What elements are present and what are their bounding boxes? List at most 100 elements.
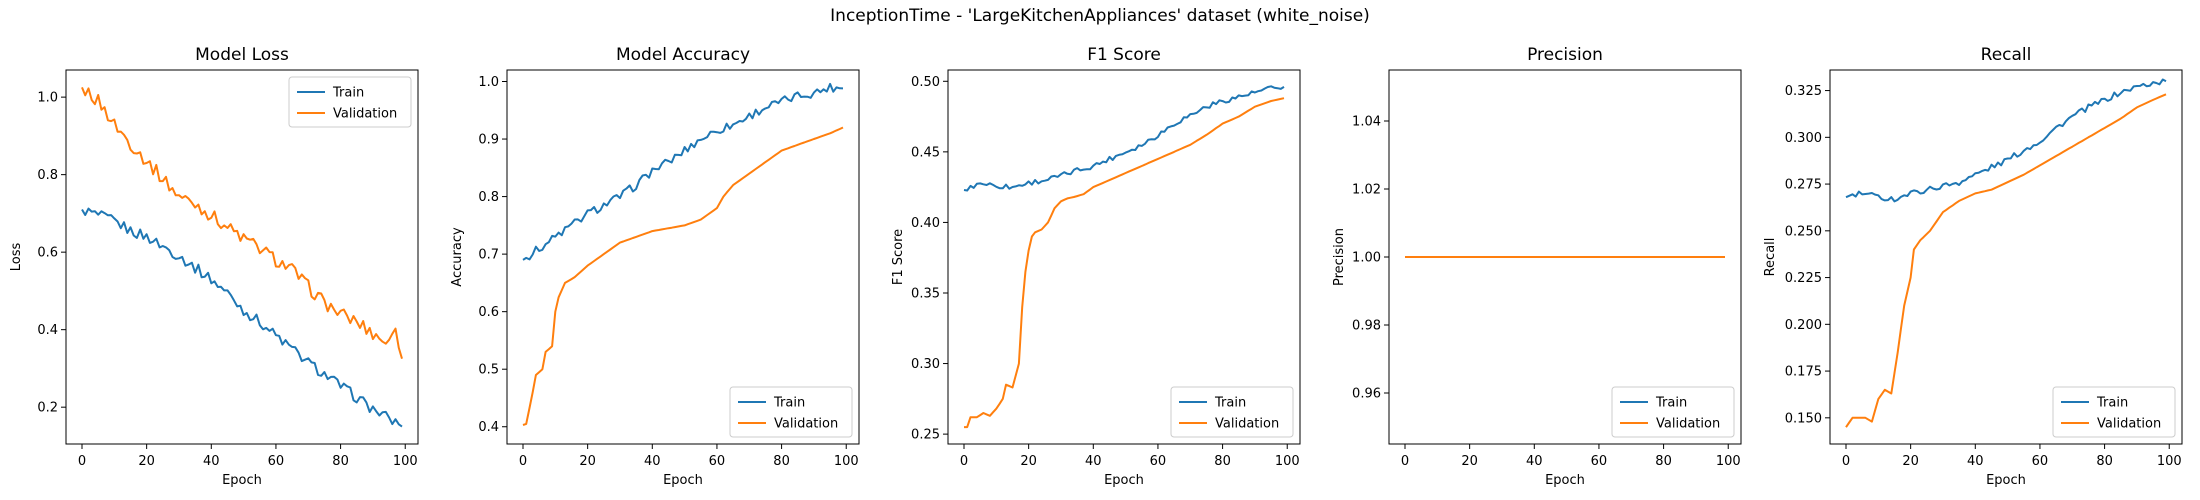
legend-label-validation: Validation bbox=[2097, 417, 2161, 432]
subplot-title: Recall bbox=[1981, 45, 2032, 65]
series-line-validation bbox=[81, 87, 403, 359]
series-line-train bbox=[1845, 78, 2167, 203]
y-tick-label: 0.325 bbox=[1785, 84, 1822, 99]
y-tick-label: 0.45 bbox=[911, 145, 940, 160]
y-tick-label: 0.35 bbox=[911, 286, 940, 301]
y-tick-label: 0.4 bbox=[37, 323, 58, 338]
x-tick-label: 60 bbox=[1591, 454, 1608, 469]
y-tick-label: 0.30 bbox=[911, 357, 940, 372]
x-axis-label: Epoch bbox=[663, 473, 703, 488]
x-axis-label: Epoch bbox=[1545, 473, 1585, 488]
legend: Train Validation bbox=[1611, 386, 1735, 438]
y-tick-label: 0.275 bbox=[1785, 178, 1822, 193]
y-tick-label: 1.04 bbox=[1352, 115, 1381, 130]
y-tick-label: 0.8 bbox=[37, 168, 58, 183]
legend-label-train: Train bbox=[1655, 396, 1687, 411]
x-tick-label: 20 bbox=[579, 454, 596, 469]
y-tick-label: 0.98 bbox=[1352, 319, 1381, 334]
series-line-validation bbox=[522, 126, 844, 426]
series-line-train bbox=[81, 207, 403, 428]
subplot-model-accuracy: Model Accuracy 0 20 40 60 80 100 0.4 0.5 0.6 0.7 0.… bbox=[450, 45, 860, 488]
legend-label-train: Train bbox=[1214, 396, 1246, 411]
x-tick-label: 100 bbox=[1716, 454, 1741, 469]
x-tick-label: 80 bbox=[1655, 454, 1672, 469]
subplot-model-loss: Model Loss 0 20 40 60 80 100 0.2 0.4 0.6 0.8 1.0 Epo… bbox=[9, 45, 419, 488]
y-tick-label: 0.9 bbox=[478, 133, 499, 148]
legend-box bbox=[288, 76, 412, 128]
y-tick-label: 0.6 bbox=[478, 305, 499, 320]
x-tick-label: 0 bbox=[519, 454, 527, 469]
y-tick-label: 0.6 bbox=[37, 246, 58, 261]
legend: Train Validation bbox=[729, 386, 853, 438]
y-tick-label: 0.4 bbox=[478, 420, 499, 435]
legend-label-validation: Validation bbox=[333, 107, 397, 122]
subplot-recall: Recall 0 20 40 60 80 100 0.150 0.175 0.200 0.225 0.… bbox=[1763, 45, 2183, 488]
x-tick-label: 20 bbox=[1461, 454, 1478, 469]
x-tick-label: 0 bbox=[78, 454, 86, 469]
y-tick-label: 0.50 bbox=[911, 75, 940, 90]
x-tick-label: 80 bbox=[773, 454, 790, 469]
y-tick-label: 1.0 bbox=[37, 91, 58, 106]
legend-box bbox=[2052, 386, 2176, 438]
legend-label-train: Train bbox=[773, 396, 805, 411]
x-tick-label: 0 bbox=[1401, 454, 1409, 469]
axes-frame bbox=[506, 69, 860, 445]
x-tick-label: 100 bbox=[393, 454, 418, 469]
series-line-validation bbox=[964, 97, 1285, 429]
x-tick-label: 100 bbox=[834, 454, 859, 469]
y-tick-label: 0.25 bbox=[911, 428, 940, 443]
axes-frame bbox=[1829, 69, 2183, 445]
y-tick-label: 0.2 bbox=[37, 401, 58, 416]
x-tick-label: 80 bbox=[332, 454, 349, 469]
subplot-f1-score: F1 Score 0 20 40 60 80 100 0.25 0.30 0.35 0.40 0.45… bbox=[891, 45, 1301, 488]
series-line-train bbox=[963, 85, 1285, 192]
legend-label-train: Train bbox=[332, 86, 364, 101]
y-tick-label: 0.175 bbox=[1785, 365, 1822, 380]
subplot-title: Precision bbox=[1527, 45, 1603, 65]
x-tick-label: 80 bbox=[2096, 454, 2113, 469]
x-tick-label: 20 bbox=[1902, 454, 1919, 469]
x-axis-label: Epoch bbox=[1986, 473, 2026, 488]
x-tick-label: 20 bbox=[1020, 454, 1037, 469]
legend-label-validation: Validation bbox=[774, 417, 838, 432]
x-tick-label: 40 bbox=[644, 454, 661, 469]
y-tick-label: 1.00 bbox=[1352, 251, 1381, 266]
subplot-precision: Precision 0 20 40 60 80 100 0.96 0.98 1.00 1.02 1.0… bbox=[1332, 45, 1742, 488]
legend-box bbox=[1170, 386, 1294, 438]
subplot-title: Model Loss bbox=[195, 45, 289, 65]
x-tick-label: 0 bbox=[1842, 454, 1850, 469]
x-tick-label: 60 bbox=[1150, 454, 1167, 469]
legend: Train Validation bbox=[2052, 386, 2176, 438]
legend-label-validation: Validation bbox=[1656, 417, 1720, 432]
y-tick-label: 0.5 bbox=[478, 363, 499, 378]
series-line-validation bbox=[1845, 93, 2167, 428]
x-tick-label: 20 bbox=[138, 454, 155, 469]
subplot-title: Model Accuracy bbox=[616, 45, 750, 65]
y-tick-label: 0.200 bbox=[1785, 318, 1822, 333]
legend: Train Validation bbox=[288, 76, 412, 128]
x-tick-label: 40 bbox=[1526, 454, 1543, 469]
y-tick-label: 0.150 bbox=[1785, 411, 1822, 426]
y-axis-label: Precision bbox=[1332, 228, 1347, 286]
x-tick-label: 60 bbox=[2032, 454, 2049, 469]
y-axis-label: Recall bbox=[1763, 238, 1778, 277]
legend-label-train: Train bbox=[2096, 396, 2128, 411]
y-tick-label: 0.7 bbox=[478, 248, 499, 263]
y-axis-label: Loss bbox=[9, 243, 24, 272]
x-tick-label: 40 bbox=[1085, 454, 1102, 469]
legend-label-validation: Validation bbox=[1215, 417, 1279, 432]
x-tick-label: 40 bbox=[1967, 454, 1984, 469]
x-axis-label: Epoch bbox=[222, 473, 262, 488]
figure-title: InceptionTime - 'LargeKitchenAppliances'… bbox=[830, 6, 1370, 26]
y-tick-label: 0.96 bbox=[1352, 387, 1381, 402]
x-tick-label: 60 bbox=[709, 454, 726, 469]
x-tick-label: 0 bbox=[960, 454, 968, 469]
legend: Train Validation bbox=[1170, 386, 1294, 438]
x-tick-label: 40 bbox=[203, 454, 220, 469]
x-tick-label: 80 bbox=[1214, 454, 1231, 469]
y-tick-label: 0.225 bbox=[1785, 271, 1822, 286]
y-tick-label: 0.250 bbox=[1785, 224, 1822, 239]
subplot-title: F1 Score bbox=[1087, 45, 1161, 65]
y-tick-label: 1.0 bbox=[478, 75, 499, 90]
